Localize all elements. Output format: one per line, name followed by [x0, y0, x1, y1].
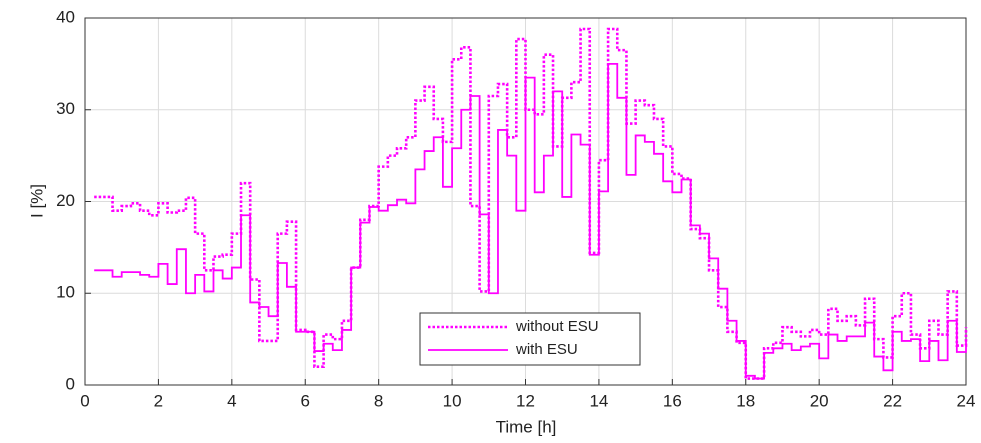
- x-tick-label: 2: [154, 391, 163, 410]
- legend-label: with ESU: [515, 341, 578, 358]
- x-tick-label: 4: [227, 391, 236, 410]
- x-tick-label: 0: [80, 391, 89, 410]
- y-tick-label: 20: [56, 191, 75, 210]
- y-axis-label: I [%]: [27, 184, 46, 218]
- x-tick-label: 18: [736, 391, 755, 410]
- series-line: [94, 62, 967, 380]
- y-tick-label: 40: [56, 7, 75, 26]
- x-tick-label: 14: [589, 391, 608, 410]
- legend-label: without ESU: [515, 318, 599, 335]
- x-tick-label: 12: [516, 391, 535, 410]
- x-tick-label: 24: [957, 391, 976, 410]
- x-tick-label: 16: [663, 391, 682, 410]
- legend-box: [419, 312, 641, 366]
- x-tick-label: 20: [810, 391, 829, 410]
- x-tick-label: 10: [443, 391, 462, 410]
- y-tick-label: 30: [56, 99, 75, 118]
- x-tick-label: 8: [374, 391, 383, 410]
- x-tick-label: 22: [883, 391, 902, 410]
- y-tick-label: 10: [56, 283, 75, 302]
- axes-frame: [84, 17, 967, 386]
- x-tick-label: 6: [301, 391, 310, 410]
- y-tick-label: 0: [66, 374, 75, 393]
- x-axis-label: Time [h]: [496, 417, 557, 436]
